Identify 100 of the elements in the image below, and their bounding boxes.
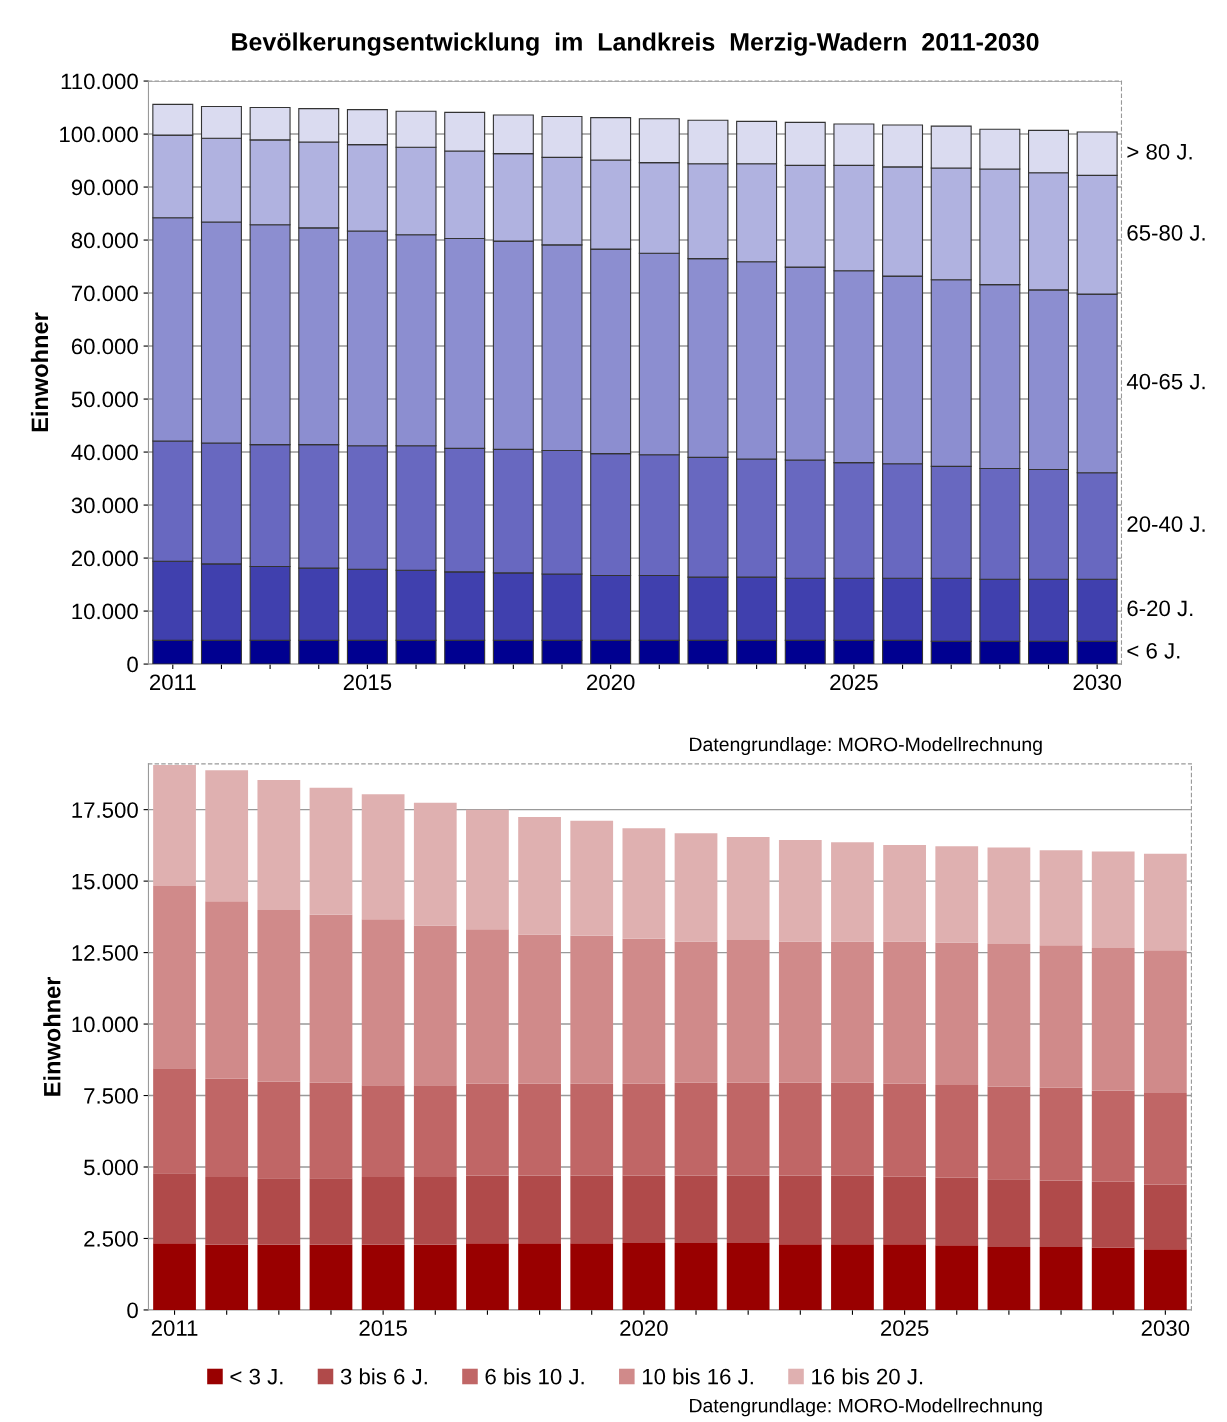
bar <box>570 820 614 936</box>
bar <box>1091 851 1135 949</box>
bar <box>1143 1249 1187 1310</box>
bar <box>622 1243 666 1310</box>
y-tick-label: 17.500 <box>72 802 138 818</box>
bar <box>570 1243 614 1310</box>
bar <box>622 1175 666 1244</box>
y-tick-label: 0 <box>127 1302 138 1319</box>
bar <box>831 1082 874 1176</box>
bar <box>466 929 509 1084</box>
x-tick-label: 2011 <box>151 1320 198 1336</box>
bar <box>726 1243 770 1310</box>
series-label: > 80 J. <box>1127 143 1192 160</box>
bar <box>674 1082 718 1176</box>
legend-label: 10 bis 16 J. <box>642 1368 753 1385</box>
bar <box>987 1179 1031 1248</box>
bar <box>1091 948 1135 1091</box>
bar <box>466 1083 509 1176</box>
series-label: 20-40 J. <box>1127 516 1205 532</box>
bar <box>1143 950 1187 1093</box>
y-tick-label: 12.500 <box>72 945 138 961</box>
bar <box>257 1081 301 1179</box>
bar <box>883 845 926 942</box>
y-tick-label: 0 <box>127 656 138 673</box>
bar <box>257 1178 301 1245</box>
bar <box>883 1176 926 1245</box>
bar <box>153 885 196 1069</box>
bar <box>883 1083 926 1177</box>
bar <box>205 1244 249 1310</box>
bar <box>309 914 353 1083</box>
bar <box>831 842 874 942</box>
bar <box>361 1177 405 1245</box>
y-tick-label: 10.000 <box>72 603 138 620</box>
bar <box>778 1175 822 1245</box>
bar <box>987 1086 1031 1180</box>
bar <box>309 1244 353 1310</box>
bar <box>257 909 301 1082</box>
bar <box>518 1243 561 1310</box>
bar <box>1039 1087 1083 1181</box>
x-tick-label: 2025 <box>830 674 878 691</box>
bar <box>413 802 457 926</box>
bar <box>883 1244 926 1310</box>
bar <box>778 941 822 1083</box>
bar <box>257 779 301 910</box>
bar <box>778 1082 822 1176</box>
bar <box>361 919 405 1086</box>
bar <box>1039 1247 1083 1310</box>
bar <box>466 1175 509 1244</box>
bar <box>726 940 770 1083</box>
bar <box>935 942 979 1085</box>
y-tick-label: 100.000 <box>60 126 138 143</box>
bar <box>1143 1092 1187 1185</box>
bar <box>518 1083 561 1176</box>
x-tick-label: 2030 <box>1141 1320 1190 1336</box>
bar <box>361 794 405 920</box>
x-tick-label: 2020 <box>587 674 635 691</box>
y-tick-label: 110.000 <box>61 73 138 90</box>
bar <box>518 817 561 935</box>
bar <box>205 901 249 1079</box>
series-label: 65-80 J. <box>1127 224 1205 241</box>
x-tick-label: 2015 <box>343 674 392 691</box>
y-tick-label: 2.500 <box>84 1231 138 1247</box>
y-axis-title: Einwohner <box>43 976 61 1096</box>
bar <box>570 1175 614 1244</box>
legend-label: 6 bis 10 J. <box>485 1368 584 1385</box>
y-tick-label: 80.000 <box>71 232 138 249</box>
y-tick-label: 10.000 <box>72 1016 138 1033</box>
bar <box>831 1175 874 1245</box>
bar <box>153 1243 196 1310</box>
bar <box>674 833 718 942</box>
text: Datengrundlage: MORO-Modellrechnung <box>690 1398 1042 1417</box>
bar <box>674 1243 718 1310</box>
y-tick-label: 5.000 <box>84 1159 138 1176</box>
series-label: < 6 J. <box>1127 642 1180 659</box>
bar <box>622 1083 666 1176</box>
bar <box>935 1177 979 1246</box>
bar <box>257 1244 301 1310</box>
bar <box>726 1175 770 1244</box>
bar <box>935 1245 979 1310</box>
bar <box>570 935 614 1084</box>
bar <box>987 1247 1031 1310</box>
x-tick-label: 2025 <box>881 1320 929 1336</box>
bar <box>987 847 1031 945</box>
bar <box>153 1173 196 1244</box>
bar <box>153 765 196 886</box>
bar <box>466 809 509 930</box>
bar <box>413 1244 457 1310</box>
bar <box>778 839 822 942</box>
bar <box>674 1175 718 1244</box>
bar <box>466 1243 509 1310</box>
bar <box>674 941 718 1083</box>
bar <box>1143 1184 1187 1250</box>
bar <box>622 938 666 1084</box>
bar <box>1039 850 1083 946</box>
bar <box>1143 853 1187 951</box>
bar <box>1091 1181 1135 1248</box>
bar <box>622 828 666 939</box>
x-tick-label: 2015 <box>359 1320 407 1336</box>
bar <box>778 1244 822 1310</box>
x-tick-label: 2020 <box>620 1320 668 1336</box>
